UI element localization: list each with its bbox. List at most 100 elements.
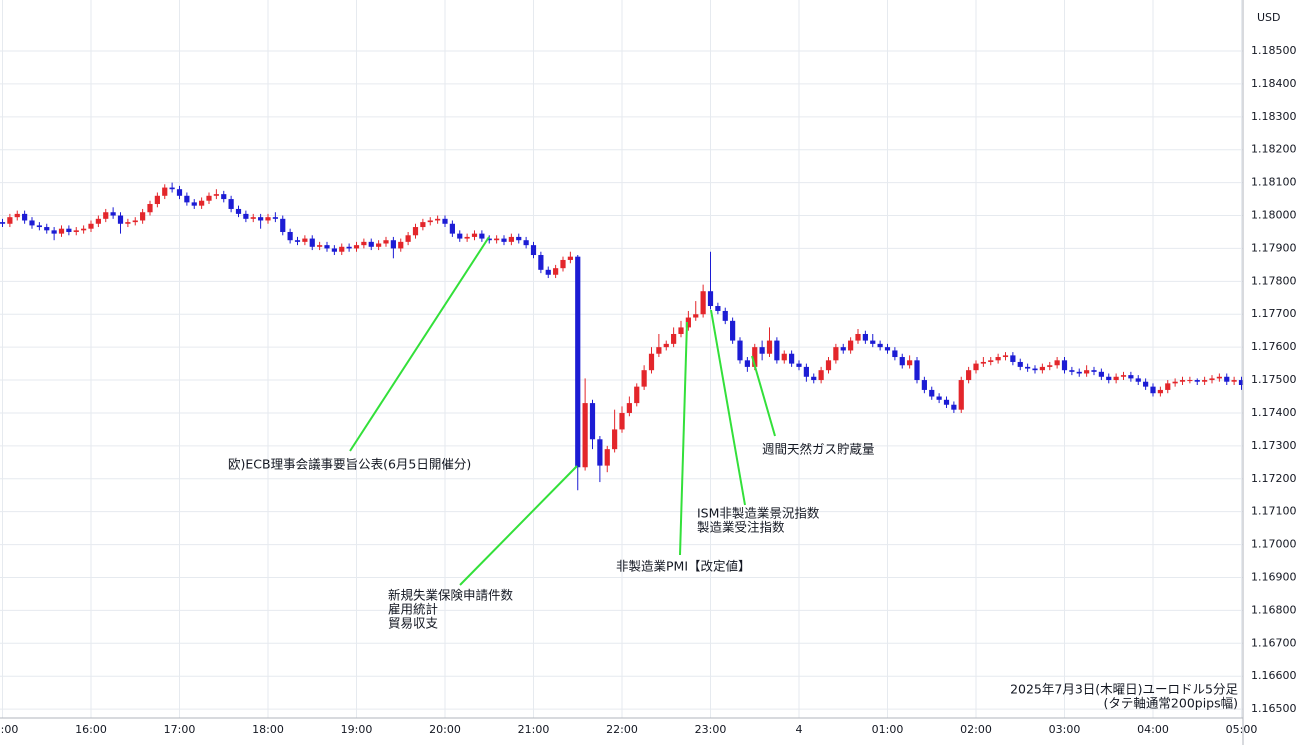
candle-body — [339, 246, 345, 252]
candle-body — [766, 340, 773, 354]
candle-body — [877, 343, 883, 348]
candle-body — [1010, 355, 1016, 362]
candle-body — [973, 363, 979, 371]
candle-body — [737, 340, 743, 361]
candle-body — [368, 241, 374, 247]
candle-body — [457, 233, 463, 239]
candle-body — [508, 236, 514, 242]
candle-body — [1113, 376, 1119, 381]
candle-body — [412, 227, 419, 236]
candle-body — [707, 291, 714, 307]
candle-body — [420, 222, 426, 228]
candle-body — [1128, 375, 1134, 379]
candle-body — [258, 217, 264, 221]
candle-body — [1002, 355, 1009, 358]
y-tick-label: 1.17400 — [1251, 406, 1297, 419]
candle-body — [1047, 365, 1053, 367]
candle-body — [774, 340, 780, 361]
candle-body — [317, 245, 323, 247]
candle-body — [966, 370, 972, 381]
candle-body — [921, 380, 927, 390]
caption: 2025年7月3日(木曜日)ユーロドル5分足 — [1010, 682, 1238, 697]
y-tick-label: 1.16800 — [1251, 603, 1297, 616]
candle-body — [1076, 371, 1082, 374]
x-tick-label: 16:00 — [75, 723, 107, 736]
candle-body — [884, 347, 891, 351]
candle-body — [951, 404, 957, 410]
candle-body — [206, 195, 212, 201]
candle-body — [110, 212, 116, 216]
candle-body — [449, 223, 455, 234]
candle-body — [51, 230, 57, 234]
grid — [0, 0, 1243, 718]
candle-body — [803, 366, 809, 377]
candle-body — [538, 255, 544, 270]
annotation-text: ISM非製造業景況指数 — [697, 506, 820, 521]
candle-body — [1098, 371, 1104, 377]
annotation-line — [349, 236, 490, 452]
candle-body — [176, 189, 183, 196]
candle-body — [162, 187, 168, 196]
y-tick-label: 1.18500 — [1251, 44, 1297, 57]
y-tick-label: 1.17100 — [1251, 505, 1297, 518]
candle-body — [442, 218, 448, 224]
candle-body — [228, 199, 234, 209]
candle-body — [612, 429, 618, 450]
candle-body — [1216, 376, 1222, 379]
candle-body — [589, 403, 596, 440]
annotation-line — [751, 355, 776, 437]
x-tick-label: 04:00 — [1137, 723, 1169, 736]
candle-body — [1202, 380, 1208, 382]
candle-body — [619, 412, 625, 430]
y-tick-label: 1.16600 — [1251, 669, 1297, 682]
y-tick-label: 1.18100 — [1251, 176, 1297, 189]
candle-body — [250, 217, 256, 219]
candle-body — [759, 347, 765, 354]
candle-body — [663, 343, 669, 348]
annotation-text: 製造業受注指数 — [697, 520, 785, 535]
candle-body — [294, 240, 301, 242]
candle-body — [169, 187, 175, 190]
candle-body — [870, 340, 876, 344]
annotation-text: 非製造業PMI【改定値】 — [616, 559, 751, 574]
candle-body — [331, 248, 337, 252]
candle-body — [752, 347, 758, 367]
candle-body — [1238, 380, 1243, 385]
candle-body — [117, 215, 124, 224]
x-tick-label: 21:00 — [518, 723, 550, 736]
x-tick-label: 19:00 — [341, 723, 373, 736]
x-tick-label: 17:00 — [164, 723, 196, 736]
y-tick-label: 1.16700 — [1251, 636, 1297, 649]
candle-body — [427, 220, 433, 223]
candle-body — [656, 347, 662, 354]
candle-body — [383, 240, 389, 244]
y-tick-label: 1.16500 — [1251, 702, 1297, 715]
candle-body — [855, 333, 861, 341]
candle-body — [103, 212, 109, 219]
annotation-line — [459, 465, 578, 586]
candle-body — [685, 317, 691, 328]
candle-body — [14, 213, 20, 218]
candle-body — [1209, 378, 1215, 381]
candle-body — [597, 439, 603, 466]
currency-label: USD — [1257, 11, 1281, 24]
candle-body — [435, 218, 441, 221]
x-tick-label: 4 — [796, 723, 803, 736]
x-tick-label: 03:00 — [1049, 723, 1081, 736]
candle-body — [1157, 389, 1163, 394]
candle-body — [1179, 380, 1186, 382]
candle-body — [796, 363, 802, 367]
annotation-line — [710, 309, 746, 506]
candle-body — [715, 306, 721, 311]
candle-body — [626, 403, 632, 413]
annotation-text: 週間天然ガス貯蔵量 — [762, 442, 875, 457]
x-tick-label: 18:00 — [252, 723, 284, 736]
candle-body — [811, 376, 817, 381]
candle-body — [678, 327, 684, 334]
candle-body — [907, 360, 913, 366]
candle-body — [914, 360, 920, 381]
candle-body — [221, 194, 227, 200]
y-tick-label: 1.17500 — [1251, 373, 1297, 386]
candle-body — [781, 353, 787, 361]
candle-body — [553, 268, 559, 275]
